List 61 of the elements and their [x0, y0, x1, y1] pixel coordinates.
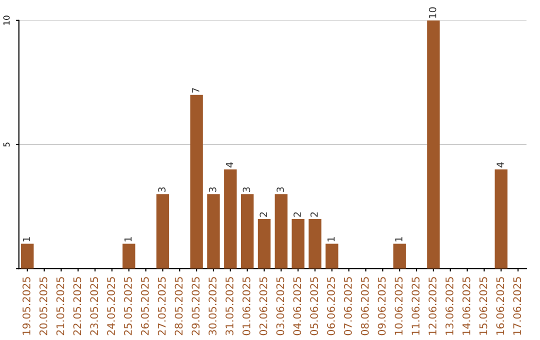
bar	[156, 194, 170, 269]
x-tick-label: 27.05.2025	[158, 277, 166, 336]
data-label: 2	[294, 212, 301, 217]
data-label: 2	[260, 212, 267, 217]
x-tick-label: 24.05.2025	[107, 277, 115, 336]
bar	[393, 244, 406, 269]
x-tick-label: 23.05.2025	[90, 277, 98, 336]
x-tick-label: 12.06.2025	[428, 277, 436, 335]
x-tick-label: 07.06.2025	[344, 277, 352, 336]
bar	[240, 194, 254, 269]
x-tick-label: 21.05.2025	[56, 277, 64, 336]
bar	[308, 218, 322, 269]
x-tick-label: 08.06.2025	[360, 277, 369, 336]
x-tick-label: 09.06.2025	[378, 277, 386, 336]
data-label: 1	[22, 237, 30, 242]
x-tick-label: 03.06.2025	[276, 277, 284, 336]
x-tick-label: 29.05.2025	[192, 277, 200, 336]
x-tick-label: 26.05.2025	[140, 277, 149, 336]
x-tick-label: 20.05.2025	[39, 277, 48, 336]
x-tick-label: 05.06.2025	[310, 277, 318, 336]
bar	[122, 244, 136, 269]
data-label: 1	[328, 237, 335, 242]
bar	[326, 244, 338, 269]
x-tick-label: 02.06.2025	[259, 277, 268, 336]
data-label: 4	[226, 162, 234, 168]
x-tick-label: 16.06.2025	[496, 277, 504, 335]
bar	[494, 169, 508, 269]
data-label: 3	[242, 187, 250, 192]
x-tick-label: 01.06.2025	[242, 277, 250, 336]
data-label: 10	[428, 7, 436, 18]
bar	[427, 20, 440, 269]
x-tick-label: 14.06.2025	[462, 277, 470, 335]
data-label: 7	[192, 88, 200, 93]
x-tick-label: 10.06.2025	[394, 277, 403, 335]
y-tick-label: 5	[3, 142, 10, 147]
data-label: 3	[276, 187, 284, 192]
bar	[224, 169, 237, 269]
x-tick-label: 22.05.2025	[73, 277, 82, 336]
bar	[21, 244, 34, 269]
data-label: 4	[496, 162, 504, 168]
x-tick-label: 06.06.2025	[327, 277, 335, 336]
bar	[207, 194, 220, 269]
x-tick-label: 30.05.2025	[208, 277, 216, 336]
x-tick-label: 15.06.2025	[479, 277, 488, 335]
x-tick-label: 31.05.2025	[226, 277, 234, 336]
bar	[292, 218, 304, 269]
bar	[190, 94, 203, 269]
bar	[258, 218, 271, 269]
data-label: 3	[158, 187, 166, 192]
bar	[274, 194, 288, 269]
x-tick-label: 13.06.2025	[446, 277, 454, 335]
x-tick-label: 28.05.2025	[174, 277, 183, 336]
x-tick-label: 19.05.2025	[22, 277, 30, 335]
x-tick-label: 04.06.2025	[293, 277, 302, 336]
x-tick-label: 25.05.2025	[124, 277, 132, 336]
data-label: 2	[310, 212, 318, 217]
x-tick-label: 11.06.2025	[412, 277, 420, 335]
data-label: 1	[124, 237, 132, 242]
data-label: 3	[208, 187, 216, 192]
data-label: 1	[395, 237, 402, 242]
x-tick-label: 17.06.2025	[513, 277, 522, 335]
